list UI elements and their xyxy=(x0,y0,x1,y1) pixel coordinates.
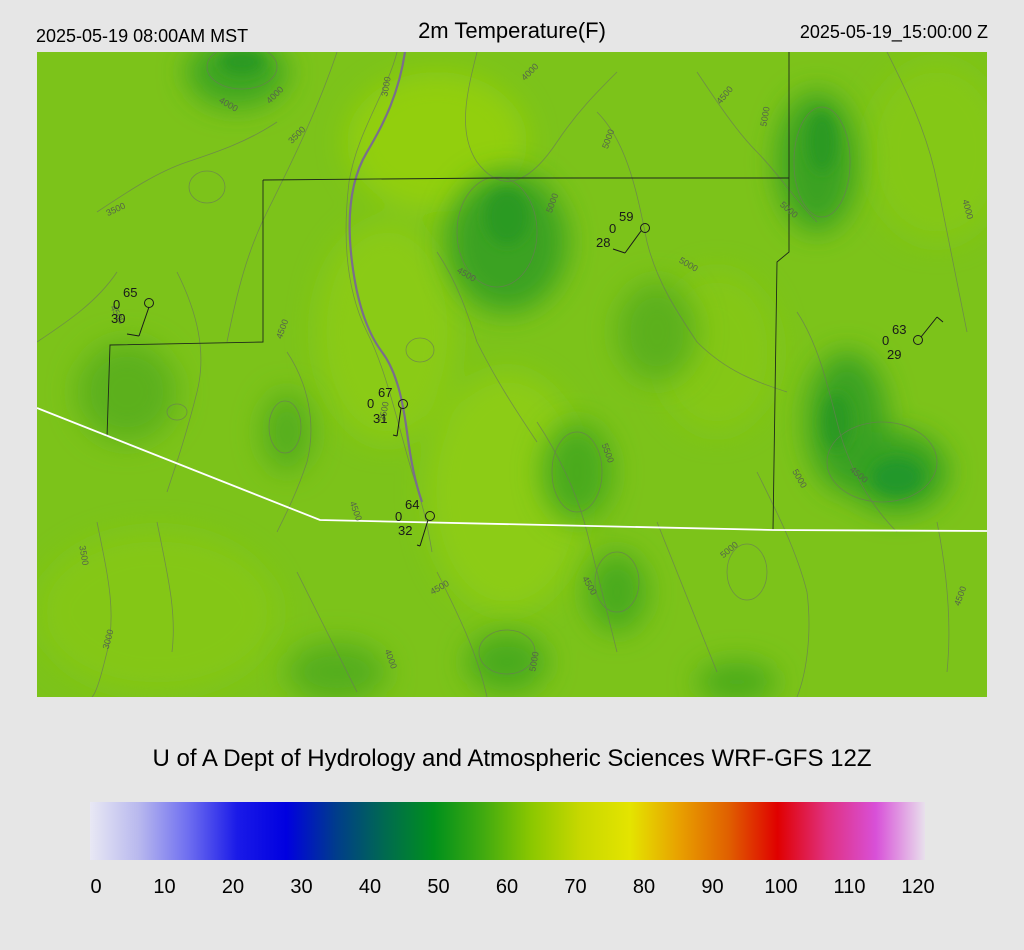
map-title: 2m Temperature(F) xyxy=(418,18,606,43)
contour-label: 5000 xyxy=(527,651,540,672)
colorbar-tick-label: 90 xyxy=(701,876,724,898)
colorbar-tick-label: 100 xyxy=(764,876,798,898)
station-2[interactable]: 59 0 28 xyxy=(596,209,650,254)
contour-label: 5000 xyxy=(758,106,771,127)
elevation-contours xyxy=(37,52,968,697)
temperature-colorbar xyxy=(90,802,925,860)
colorbar-tick-label: 70 xyxy=(564,876,587,898)
station-wind: 0 xyxy=(882,333,889,348)
colorbar-tick-label: 40 xyxy=(358,876,382,898)
river xyxy=(348,52,424,503)
station-dewpoint: 30 xyxy=(111,311,125,326)
station-1[interactable]: 65 0 30 xyxy=(111,285,154,337)
cold-cores xyxy=(220,52,922,495)
colorbar-tick-label: 80 xyxy=(632,876,656,898)
valid-time-local: 2025-05-19 08:00AM MST xyxy=(36,26,249,46)
colorbar-tick-label: 0 xyxy=(90,876,102,898)
station-temperature: 67 xyxy=(378,385,392,400)
valid-time-utc: 2025-05-19_15:00:00 Z xyxy=(799,22,988,42)
station-wind: 0 xyxy=(367,396,374,411)
station-dewpoint: 32 xyxy=(398,523,412,538)
colorbar-tick-label: 30 xyxy=(290,876,313,898)
temperature-map[interactable]: 4000 4000 3000 4000 4500 5000 3500 5000 … xyxy=(37,52,987,697)
colorbar-tick-label: 60 xyxy=(495,876,519,898)
station-dewpoint: 29 xyxy=(887,347,901,362)
station-dewpoint: 31 xyxy=(373,411,387,426)
colorbar-tick-label: 50 xyxy=(427,876,450,898)
colorbar-tick-label: 110 xyxy=(833,876,866,898)
station-wind: 0 xyxy=(609,221,616,236)
station-temperature: 63 xyxy=(892,322,906,337)
colorbar-tick-label: 10 xyxy=(153,876,176,898)
state-boundary xyxy=(37,407,987,532)
station-5[interactable]: 64 0 32 xyxy=(395,497,435,547)
station-3[interactable]: 63 0 29 xyxy=(882,316,944,362)
station-temperature: 65 xyxy=(123,285,137,300)
colorbar-tick-label: 120 xyxy=(901,876,935,898)
station-temperature: 59 xyxy=(619,209,633,224)
contour-label: 3500 xyxy=(377,401,390,422)
contour-label: 3500 xyxy=(77,545,90,566)
station-wind: 0 xyxy=(113,297,120,312)
credit-line: U of A Dept of Hydrology and Atmospheric… xyxy=(152,745,872,772)
station-dewpoint: 28 xyxy=(596,235,610,250)
station-temperature: 64 xyxy=(405,497,419,512)
station-4[interactable]: 67 0 31 xyxy=(367,385,408,437)
county-boundaries xyxy=(106,52,790,531)
station-plots: 65 0 30 59 0 28 63 0 29 67 0 31 xyxy=(111,209,944,547)
contour-label: 3000 xyxy=(379,76,392,97)
station-wind: 0 xyxy=(395,509,402,524)
colorbar-tick-label: 20 xyxy=(221,876,245,898)
